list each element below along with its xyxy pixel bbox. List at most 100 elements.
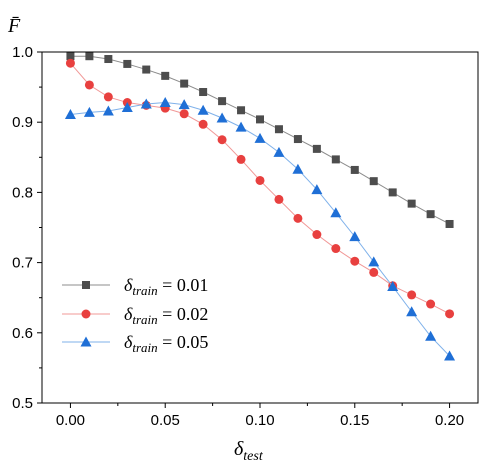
data-point [445,219,454,228]
data-point [292,163,304,174]
legend-item-2: δtrain = 0.02 [62,304,208,327]
data-point [369,267,379,277]
legend-item-3: δtrain = 0.05 [62,332,208,355]
data-point [64,108,76,119]
data-point [256,115,264,124]
legend-label-value: = 0.01 [158,275,209,295]
data-point [102,105,114,116]
data-point [293,213,303,223]
legend-label: δtrain = 0.02 [124,304,208,327]
data-point [254,132,266,143]
data-point [159,97,171,108]
tick-labels: 0.00 0.05 0.10 0.15 0.20 0.5 0.6 0.7 0.8 0.9 1.0 [12,44,464,429]
legend-marker [80,336,92,347]
data-point [387,280,399,291]
data-point [312,230,322,240]
data-point [85,52,94,61]
data-point [445,309,455,319]
data-point [350,165,359,174]
data-point [426,299,436,309]
data-point [237,106,246,115]
data-point [197,104,209,115]
y-tick-label: 0.8 [12,184,33,201]
data-point [121,101,133,112]
legend-label-base: δ [124,332,133,352]
data-point [161,71,170,80]
data-point [425,330,437,341]
data-point [407,199,416,208]
data-point [406,306,418,317]
data-point [218,97,227,106]
data-point [388,188,397,197]
y-tick-label: 0.9 [12,114,33,131]
data-point [83,106,95,117]
data-point [368,256,380,267]
data-point [216,112,228,123]
data-point [255,175,265,185]
data-point [349,231,361,242]
data-point [103,92,113,102]
legend-label-sub: train [132,312,157,327]
legend-marker [82,281,90,289]
legend-label: δtrain = 0.05 [124,332,208,355]
data-point [369,177,378,186]
data-point [179,109,189,119]
legend-label-base: δ [124,304,133,324]
data-point [217,135,227,145]
data-point [274,125,283,134]
legend-item-1: δtrain = 0.01 [62,275,208,298]
legend-marker [81,309,91,319]
series-3 [64,97,456,361]
x-axis-title-base: δ [234,438,244,460]
data-point [178,99,190,110]
data-point [199,88,208,97]
y-tick-label: 0.6 [12,325,33,342]
data-point [123,59,132,68]
data-point [180,79,189,88]
data-point [274,194,284,204]
legend-label-sub: train [132,340,157,355]
x-tick-label: 0.05 [151,412,180,429]
y-axis-title: F̄ [7,15,21,37]
x-tick-label: 0.10 [245,412,274,429]
data-point [198,119,208,129]
legend-label-value: = 0.02 [158,304,209,324]
data-point [140,98,152,109]
data-point [236,154,246,164]
data-point [235,121,247,132]
plot-frame [41,51,479,404]
y-tick-label: 1.0 [12,44,33,61]
y-tick-label: 0.7 [12,255,33,272]
x-axis-title-sub: test [243,449,264,464]
data-point [330,207,342,218]
legend-label-value: = 0.05 [158,332,209,352]
data-point [65,58,75,68]
data-point [311,184,323,195]
x-axis-title: δtest [234,438,264,464]
data-point [331,244,341,254]
x-tick-label: 0.15 [340,412,369,429]
data-point [142,65,151,74]
legend-label-base: δ [124,275,133,295]
data-point [312,144,321,153]
data-point [426,210,435,219]
data-point [66,52,75,61]
data-point [331,155,340,164]
data-point [350,256,360,266]
data-point [407,290,417,300]
x-tick-label: 0.00 [56,412,85,429]
y-tick-label: 0.5 [12,395,33,412]
tick-marks [37,51,451,408]
x-tick-label: 0.20 [435,412,464,429]
series-1 [66,52,454,228]
series-layer [64,52,456,361]
legend-label-sub: train [132,283,157,298]
data-point [84,80,94,90]
legend-label: δtrain = 0.01 [124,275,208,298]
data-point [104,55,113,64]
data-point [273,146,285,157]
data-point [444,350,456,361]
data-point [293,135,302,144]
